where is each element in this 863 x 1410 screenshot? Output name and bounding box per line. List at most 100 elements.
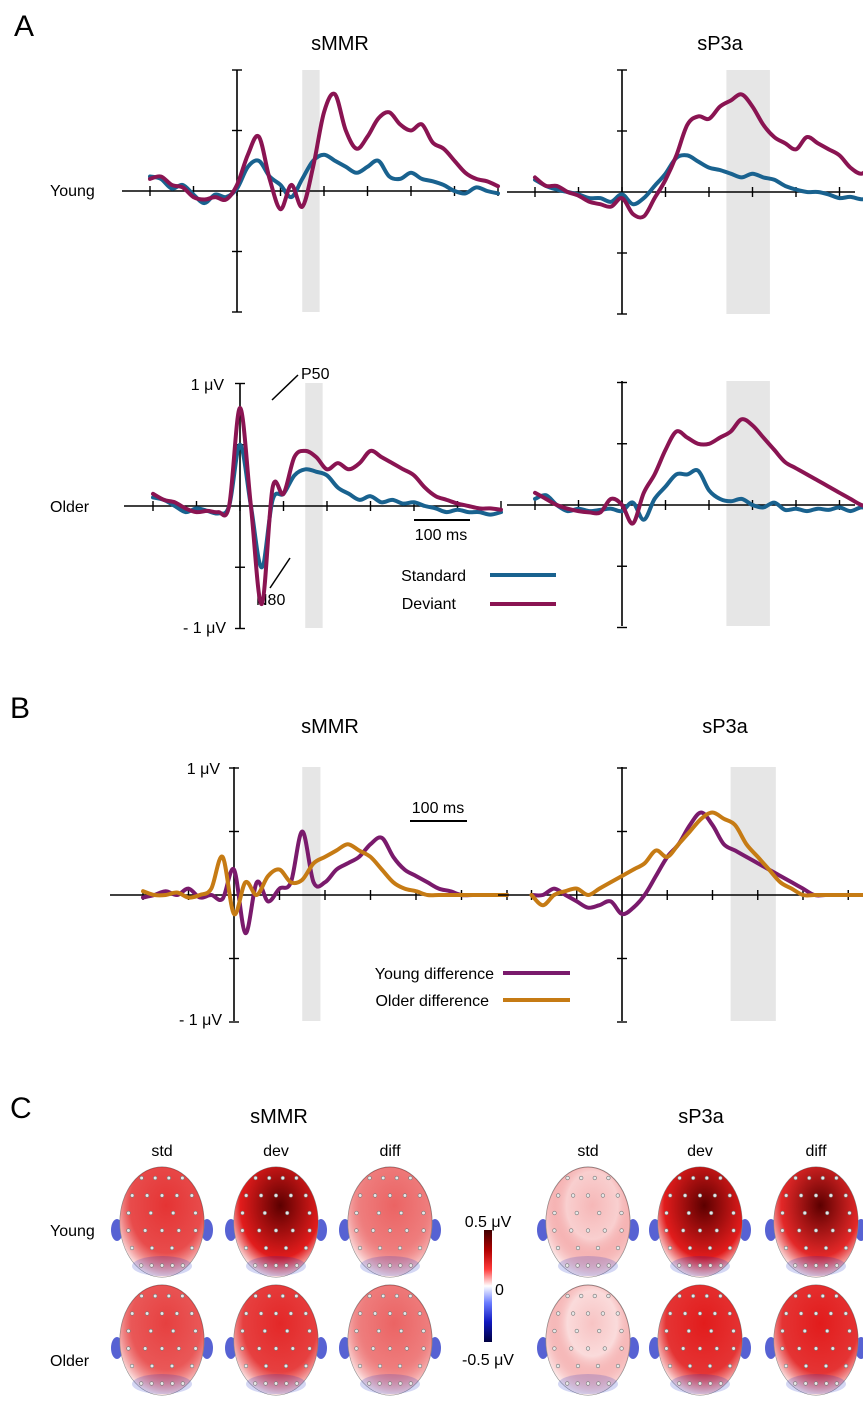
electrode	[303, 1311, 308, 1316]
electrode	[267, 1293, 272, 1299]
electrode	[606, 1293, 611, 1299]
electrode	[731, 1228, 736, 1233]
electrode	[397, 1363, 403, 1369]
legend-young-difference-label: Young difference	[375, 966, 494, 983]
electrode	[803, 1363, 809, 1369]
plot-older-smmr	[124, 382, 503, 630]
electrode	[288, 1193, 294, 1198]
electrode	[843, 1245, 849, 1251]
panel-c-row-label-young: Young	[50, 1223, 95, 1240]
electrode	[677, 1293, 682, 1299]
electrode	[783, 1363, 789, 1369]
electrode	[290, 1228, 295, 1233]
topomap-older-sp3a-dev	[649, 1284, 751, 1396]
scalp-activation	[774, 1285, 858, 1395]
electrode	[600, 1311, 606, 1316]
electrode	[813, 1311, 819, 1316]
electrode	[600, 1193, 606, 1198]
electrode	[824, 1263, 829, 1268]
electrode	[259, 1193, 264, 1198]
electrode	[148, 1328, 153, 1334]
electrode	[402, 1311, 408, 1316]
electrode	[394, 1175, 399, 1181]
electrode	[813, 1193, 819, 1198]
electrode	[597, 1210, 602, 1216]
electrode	[797, 1346, 802, 1351]
electrode	[357, 1245, 363, 1251]
electrode	[615, 1245, 621, 1251]
electrode	[273, 1346, 279, 1351]
legend-standard-label: Standard	[401, 568, 466, 585]
electrode	[797, 1228, 802, 1233]
cond-label-sp3a-dev: dev	[687, 1143, 713, 1160]
electrode	[707, 1245, 713, 1251]
electrode	[555, 1363, 561, 1369]
electrode	[803, 1263, 808, 1268]
electrode	[606, 1263, 611, 1268]
electrode	[399, 1210, 404, 1216]
electrode	[677, 1175, 682, 1181]
electrode	[813, 1381, 819, 1386]
electrode	[357, 1363, 363, 1369]
electrode	[677, 1381, 682, 1386]
electrode	[784, 1193, 789, 1198]
electrode	[602, 1228, 607, 1233]
electrode	[180, 1293, 185, 1299]
electrode	[569, 1346, 574, 1351]
panel-a-title-smmr: sMMR	[311, 33, 369, 55]
electrode	[595, 1363, 601, 1369]
electrode	[285, 1328, 290, 1334]
panel-c-title-smmr: sMMR	[250, 1106, 308, 1128]
electrode	[159, 1193, 165, 1198]
electrode	[367, 1175, 372, 1181]
electrode	[394, 1293, 399, 1299]
series-line-older-difference	[529, 810, 863, 908]
electrode	[139, 1293, 144, 1299]
electrode	[619, 1328, 624, 1334]
topomap-older-sp3a-diff	[765, 1284, 863, 1396]
electrode	[421, 1228, 426, 1233]
panel-letter-a: A	[14, 10, 34, 43]
electrode	[307, 1228, 312, 1233]
electrode	[825, 1328, 830, 1334]
electrode	[664, 1328, 669, 1334]
electrode	[421, 1210, 426, 1216]
electrode	[263, 1245, 269, 1251]
electrode	[284, 1263, 289, 1268]
p50-label: P50	[301, 366, 330, 383]
electrode	[585, 1346, 591, 1351]
cond-label-sp3a-diff: diff	[805, 1143, 827, 1160]
electrode	[129, 1245, 135, 1251]
electrode	[189, 1193, 194, 1198]
electrode	[354, 1346, 359, 1351]
electrode	[718, 1293, 723, 1299]
electrode	[714, 1346, 719, 1351]
electrode	[367, 1381, 372, 1386]
electrode	[807, 1293, 812, 1299]
electrode	[159, 1228, 165, 1233]
scalp-activation	[234, 1167, 318, 1277]
electrode	[687, 1245, 693, 1251]
electrode	[307, 1210, 312, 1216]
electrode	[159, 1311, 165, 1316]
electrode	[727, 1363, 733, 1369]
electrode	[408, 1381, 413, 1386]
electrode	[358, 1193, 363, 1198]
electrode	[570, 1311, 576, 1316]
scalp-activation	[774, 1167, 858, 1277]
electrode	[143, 1346, 148, 1351]
series-line-standard	[148, 152, 500, 206]
electrode	[193, 1228, 198, 1233]
electrode	[606, 1175, 611, 1181]
electrode	[682, 1311, 688, 1316]
electrode	[619, 1346, 624, 1351]
electrode	[149, 1363, 155, 1369]
electrode	[139, 1263, 144, 1268]
electrode	[283, 1245, 289, 1251]
electrode	[174, 1193, 179, 1198]
electrode	[556, 1311, 561, 1316]
cond-label-sp3a-std: std	[577, 1143, 598, 1160]
electrode	[294, 1263, 299, 1268]
colorbar-top-label: 0.5 μV	[465, 1214, 512, 1231]
electrode	[820, 1293, 825, 1299]
